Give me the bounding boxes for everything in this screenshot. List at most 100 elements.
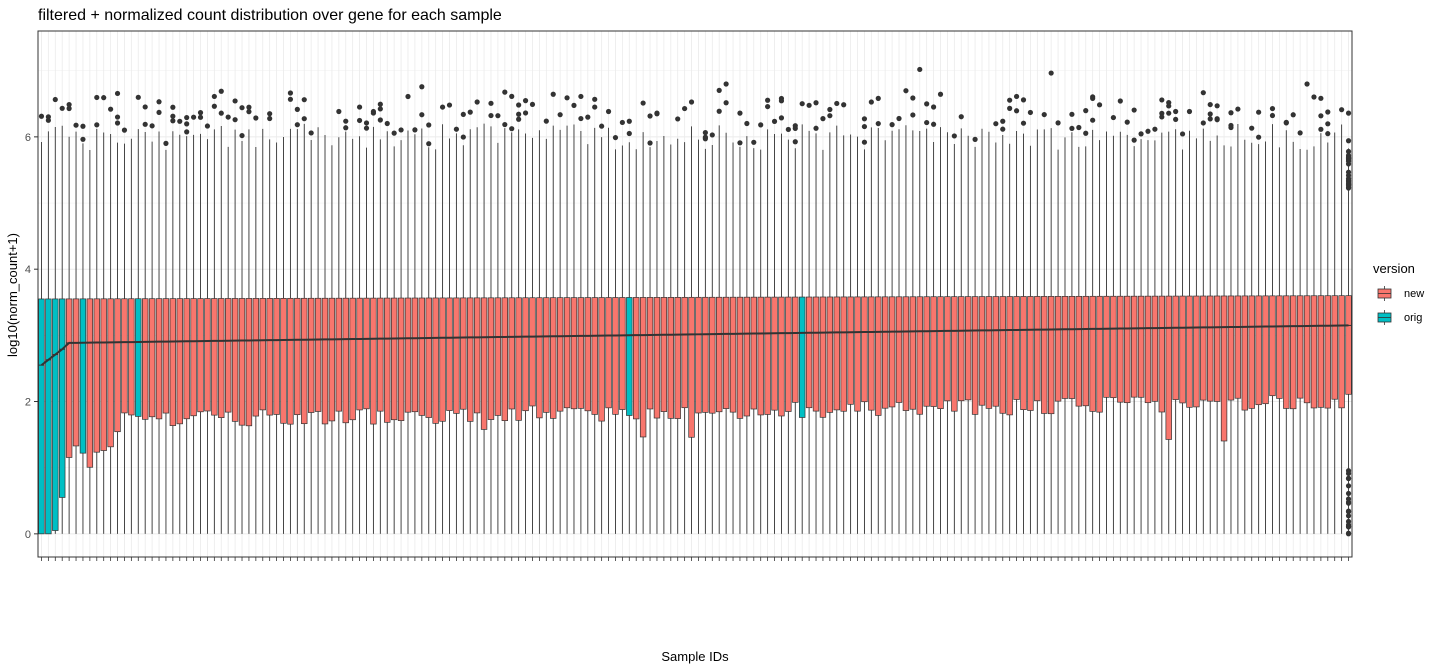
outlier-point [626, 118, 632, 124]
box-body [211, 298, 218, 416]
box-body [321, 297, 329, 425]
box-body [356, 297, 363, 411]
outlier-point [1325, 131, 1331, 137]
outlier-point [1110, 114, 1117, 121]
outlier-point [377, 106, 383, 112]
box-body [1082, 295, 1089, 407]
box-body [1248, 295, 1255, 409]
box-body [1165, 295, 1172, 440]
box-body [1179, 295, 1186, 404]
box-body [729, 296, 737, 413]
outlier-point [356, 104, 363, 110]
outlier-point [799, 101, 805, 107]
outlier-point [1318, 113, 1324, 119]
x-axis-ticks [41, 557, 1349, 561]
box-body [1124, 295, 1131, 404]
outlier-point [114, 120, 121, 126]
box-body [1013, 296, 1020, 400]
outlier-point [1159, 97, 1165, 103]
outlier-point [287, 90, 294, 96]
outlier-point [778, 95, 785, 102]
outlier-point [723, 100, 729, 106]
outlier-point [688, 99, 695, 105]
outlier-point [889, 122, 895, 128]
outlier-point [716, 87, 722, 93]
outlier-point [1007, 97, 1013, 103]
outlier-point [820, 116, 826, 122]
box-body [971, 296, 979, 415]
outlier-point [460, 111, 466, 118]
outlier-point [66, 101, 72, 108]
legend: version new orig [1373, 261, 1424, 326]
outlier-point [509, 93, 515, 99]
box-body [895, 296, 903, 403]
outlier-point [1290, 112, 1296, 118]
outlier-point [626, 130, 632, 137]
outlier-point [605, 108, 612, 115]
outlier-point [1283, 119, 1289, 125]
box-body [404, 297, 412, 413]
outlier-point [267, 111, 273, 117]
outlier-point [1200, 90, 1206, 96]
y-tick-label: 0 [25, 529, 31, 541]
outlier-point [1020, 97, 1027, 103]
outlier-point [1345, 158, 1352, 164]
box-body [135, 298, 142, 417]
box-body [287, 297, 294, 425]
box-body [473, 297, 481, 414]
box-body [888, 296, 896, 408]
box-body [875, 296, 882, 416]
plot-area [37, 30, 1353, 558]
outlier-point [225, 114, 231, 120]
box-body [1338, 295, 1345, 409]
outlier-point [135, 94, 141, 100]
outlier-point [1076, 124, 1082, 131]
box-body [612, 297, 619, 415]
outlier-point [1124, 119, 1130, 125]
outlier-point [861, 139, 868, 145]
outlier-point [488, 112, 494, 119]
outlier-point [474, 99, 480, 105]
box-body [1227, 295, 1235, 401]
box-body [688, 296, 695, 438]
outlier-point [1311, 94, 1317, 100]
box-body [1317, 295, 1325, 408]
outlier-point [467, 109, 473, 115]
outlier-point [1228, 110, 1234, 116]
outlier-point [550, 91, 556, 97]
outlier-point [1048, 70, 1054, 76]
box-body [833, 296, 840, 411]
outlier-point [1345, 470, 1352, 477]
outlier-point [1345, 483, 1352, 489]
outlier-point [951, 133, 957, 139]
legend-title: version [1373, 261, 1415, 276]
outlier-point [1256, 134, 1262, 140]
outlier-point [460, 134, 466, 140]
outlier-point [1345, 475, 1352, 481]
outlier-point [1345, 148, 1352, 155]
outlier-point [682, 105, 688, 112]
box-body [1213, 295, 1221, 402]
outlier-point [903, 88, 909, 94]
outlier-point [1000, 118, 1006, 124]
box-body [72, 298, 80, 447]
box-body [695, 296, 702, 414]
outlier-point [204, 123, 211, 129]
outlier-point [1117, 98, 1123, 104]
outlier-point [723, 81, 729, 87]
outlier-point [356, 117, 363, 124]
outlier-point [1214, 117, 1220, 123]
box-body [218, 298, 225, 418]
outlier-point [1345, 490, 1352, 497]
outlier-point [253, 115, 259, 121]
box-body [639, 297, 647, 438]
outlier-point [301, 116, 307, 122]
box-body [653, 297, 661, 419]
box-body [563, 297, 571, 409]
outlier-point [184, 114, 190, 121]
outlier-point [937, 91, 944, 97]
outlier-point [1345, 110, 1352, 116]
outlier-point [972, 136, 978, 142]
outlier-point [585, 114, 591, 120]
box-body [1262, 295, 1269, 405]
